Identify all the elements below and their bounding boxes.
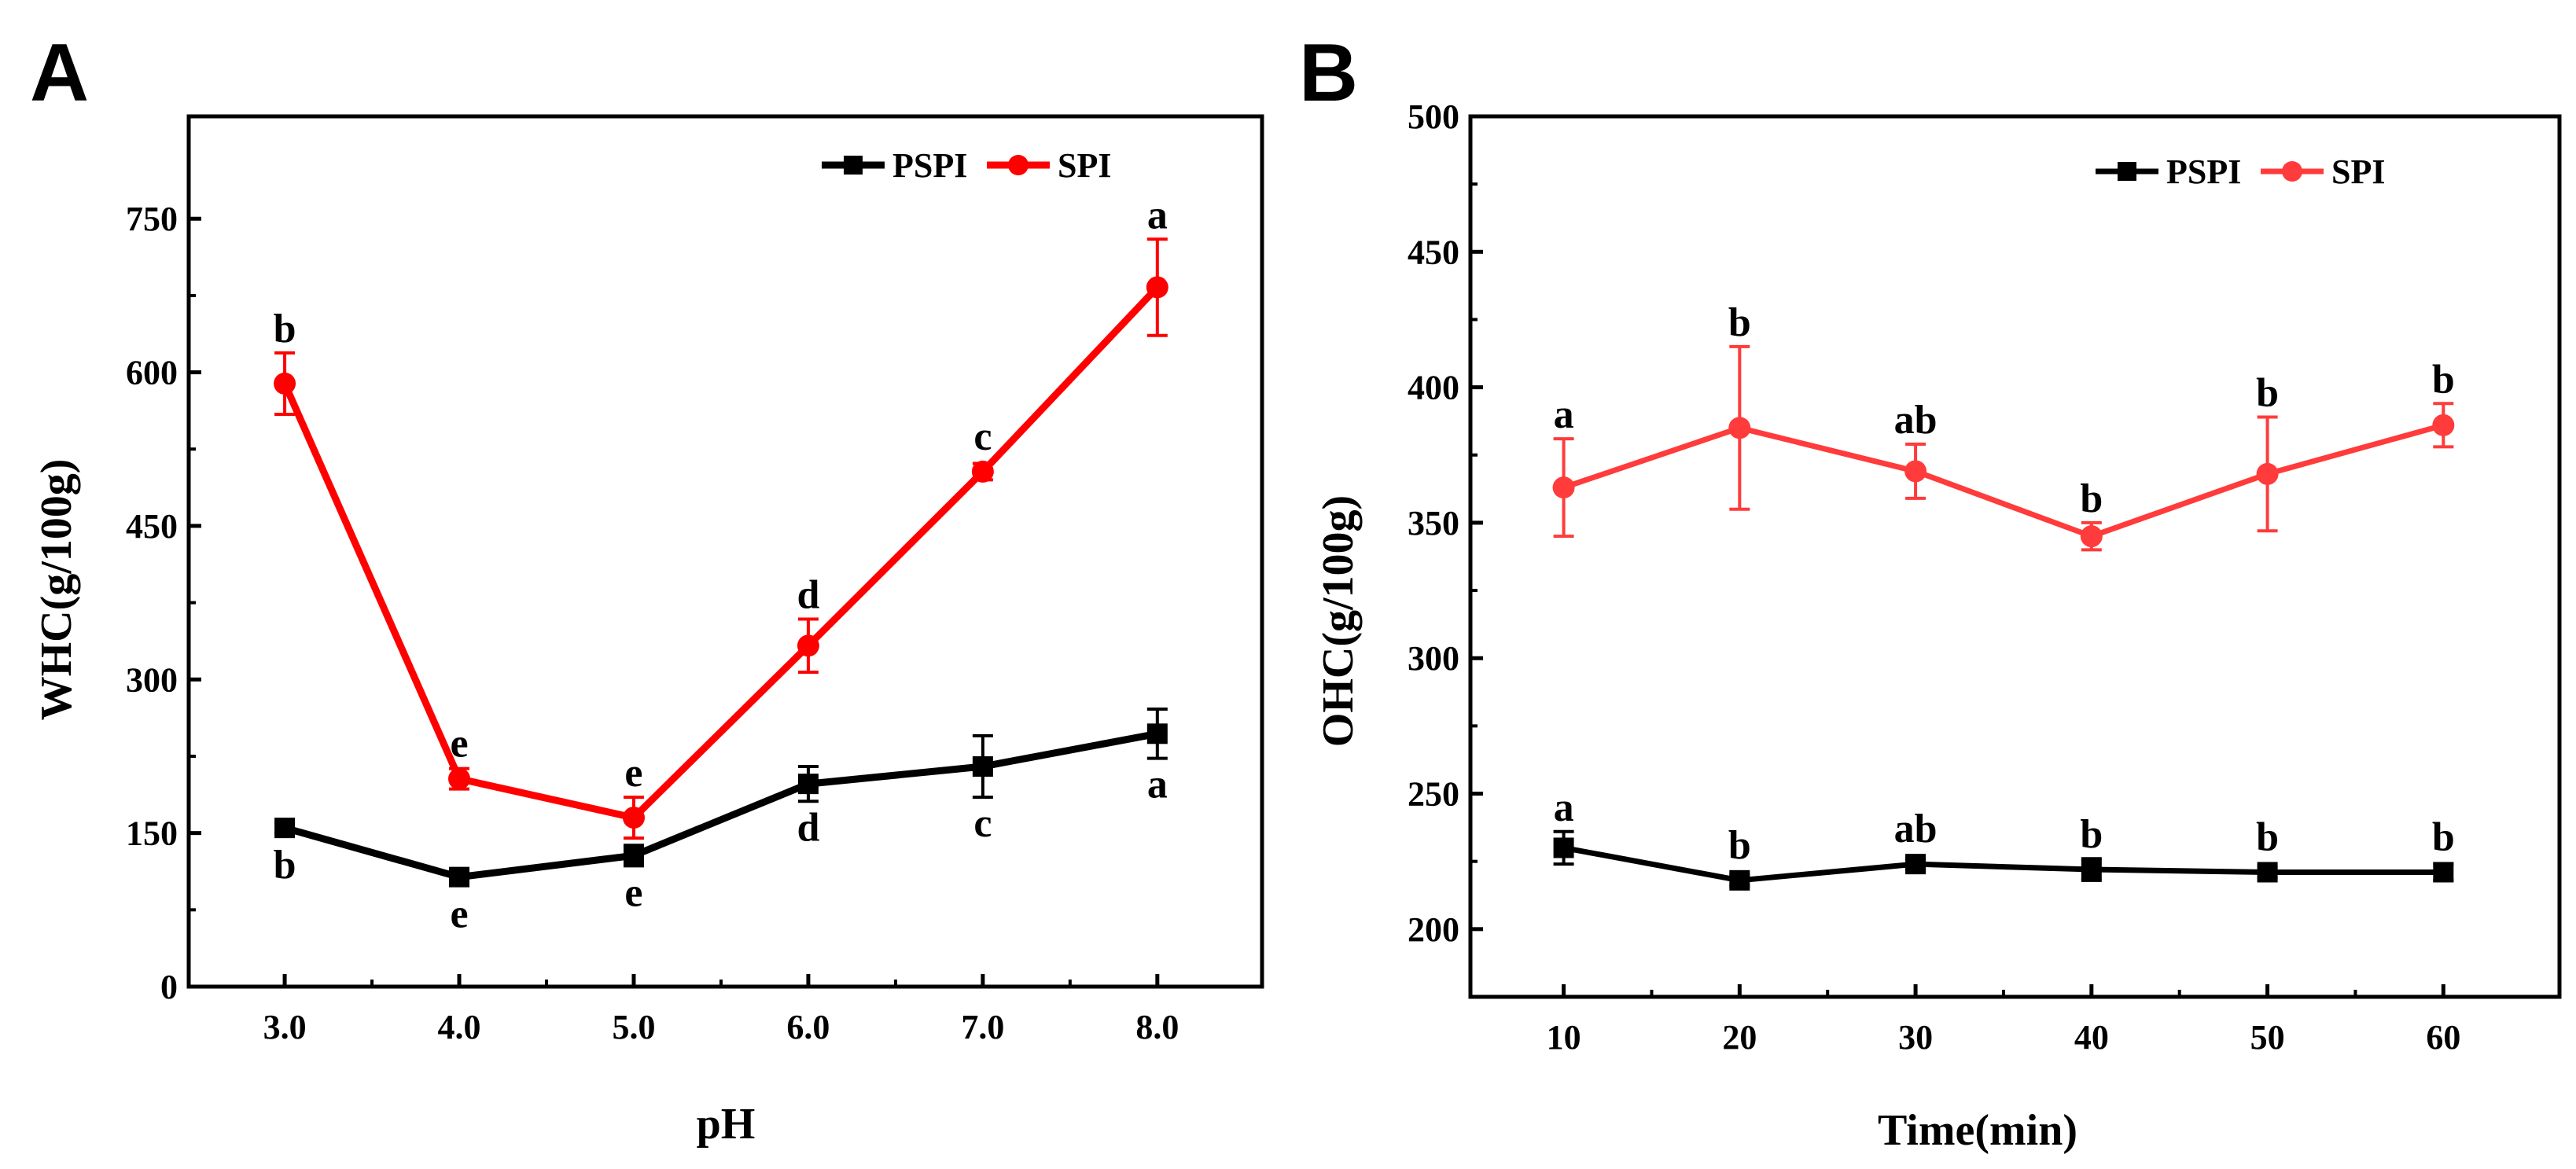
chart-a-pspi-sig-letter: b (274, 843, 296, 888)
chart-b-xtick-label: 20 (1722, 1018, 1757, 1057)
chart-b-pspi-point (1553, 837, 1574, 858)
chart-a-ytick-label: 450 (126, 507, 178, 546)
chart-a-legend-spi-label: SPI (1058, 146, 1111, 185)
chart-a-pspi-line (283, 730, 1158, 881)
chart-a-spi-sig-letter: a (1147, 193, 1168, 237)
chart-b-spi-point (1728, 417, 1751, 439)
chart-a-spi-point (274, 372, 296, 395)
chart-b-spi-point (1904, 460, 1927, 483)
chart-a-ytick-label: 750 (126, 200, 178, 238)
chart-b-xtick-label: 30 (1898, 1018, 1933, 1057)
chart-b-pspi-sig-letter: b (2256, 814, 2279, 859)
chart-b-pspi-point (1729, 869, 1750, 891)
chart-b-pspi-sig-letter: b (2432, 814, 2455, 859)
chart-b-ytick-label: 300 (1408, 639, 1459, 678)
chart-a-legend-spi-marker (1008, 155, 1029, 175)
chart-b-spi-point (2432, 414, 2455, 436)
chart-a-ytick-label: 0 (160, 968, 178, 1006)
chart-a-pspi-point (1146, 723, 1168, 744)
panel-label-b: B (1299, 28, 1358, 119)
chart-b-legend: PSPI SPI (2096, 153, 2385, 191)
chart-a-xtick-label: 5.0 (612, 1008, 655, 1046)
chart-b-pspi-point (2081, 859, 2102, 880)
chart-b-ytick-label: 400 (1408, 369, 1459, 407)
chart-a-spi-point (622, 807, 645, 829)
chart-b-xlabel: Time(min) (1878, 1106, 2077, 1155)
chart-a-pspi-point (623, 845, 644, 866)
chart-a-pspi-point (449, 866, 470, 888)
chart-a-ytick-label: 600 (126, 354, 178, 392)
chart-a-pspi-point (797, 774, 819, 795)
chart-a-spi-sig-letter: d (797, 572, 819, 617)
chart-b-xtick-label: 60 (2426, 1018, 2460, 1057)
chart-b-spi-point (1552, 476, 1575, 499)
panel-label-a: A (30, 28, 89, 119)
chart-a-pspi-point (972, 755, 993, 777)
chart-a-xtick-label: 6.0 (786, 1008, 830, 1046)
chart-b-pspi-point (1905, 854, 1926, 875)
chart-a-xlabel: pH (697, 1100, 756, 1149)
chart-a-ytick-label: 150 (126, 814, 178, 853)
chart-a-pspi-point (274, 818, 296, 839)
chart-b-spi-sig-letter: b (1728, 300, 1751, 345)
chart-a: 0 150 300 450 600 750 3.0 4.0 5.0 6.0 7.0 8.0 b e e d c a… (126, 114, 1264, 1046)
chart-a-pspi-sig-letter: d (797, 805, 819, 850)
chart-b-legend-pspi-marker (2118, 162, 2136, 181)
chart-b-ytick-label: 250 (1408, 775, 1459, 814)
chart-a-spi-point (448, 767, 471, 790)
chart-b-pspi-point (2257, 862, 2278, 883)
chart-a-spi-point (1146, 276, 1168, 299)
chart-a-pspi-sig-letter: c (973, 801, 992, 846)
chart-b-spi-sig-letter: b (2256, 371, 2279, 416)
chart-a-spi-line (281, 285, 1161, 822)
chart-a-spi-point (797, 634, 819, 657)
chart-b-spi-sig-letter: a (1554, 392, 1574, 437)
chart-a-xtick-label: 3.0 (263, 1008, 307, 1046)
chart-a-spi-point (971, 460, 994, 483)
chart-b-xtick-label: 40 (2074, 1018, 2109, 1057)
chart-a-pspi-sig-letter: e (624, 870, 642, 915)
chart-a-spi-sig-letter: e (450, 722, 468, 766)
chart-b-spi-sig-letter: ab (1894, 398, 1938, 443)
chart-b-spi-point (2080, 525, 2103, 548)
chart-a-legend-pspi-label: PSPI (892, 146, 967, 185)
chart-a-ylabel: WHC(g/100g) (32, 459, 81, 721)
chart-b-pspi-point (2433, 862, 2454, 883)
chart-b-spi-sig-letter: b (2432, 357, 2455, 402)
chart-b-xtick-label: 10 (1547, 1018, 1581, 1057)
chart-a-xtick-label: 8.0 (1135, 1008, 1179, 1046)
chart-b-pspi-sig-letter: ab (1894, 807, 1938, 851)
chart-b-ytick-label: 350 (1408, 504, 1459, 542)
chart-b-spi-point (2256, 462, 2279, 485)
chart-a-legend-pspi-marker (844, 156, 863, 175)
chart-b-legend-spi-marker (2282, 161, 2302, 182)
chart-b-legend-pspi-label: PSPI (2166, 153, 2241, 191)
chart-b-ytick-label: 500 (1408, 97, 1459, 136)
chart-a-xtick-label: 7.0 (961, 1008, 1004, 1046)
chart-b-pspi-sig-letter: b (2080, 812, 2103, 857)
chart-b-ytick-label: 200 (1408, 910, 1459, 949)
chart-a-ytick-label: 300 (126, 660, 178, 699)
chart-b-pspi-sig-letter: b (1728, 823, 1751, 868)
chart-a-spi-sig-letter: e (624, 751, 642, 796)
chart-b-pspi-line (1562, 845, 2444, 884)
chart-a-spi-sig-letter: b (274, 307, 296, 351)
chart-a-pspi-sig-letter: a (1147, 763, 1168, 807)
chart-b-spi-sig-letter: b (2080, 476, 2103, 521)
chart-b-ytick-label: 450 (1408, 233, 1459, 271)
chart-b-frame (1468, 114, 2562, 999)
chart-a-pspi-sig-letter: e (450, 892, 468, 937)
chart-b-xtick-label: 50 (2250, 1018, 2285, 1057)
chart-b-spi-line (1562, 422, 2445, 539)
chart-a-xtick-label: 4.0 (438, 1008, 481, 1046)
chart-a-frame (186, 114, 1264, 989)
chart-a-spi-sig-letter: c (973, 414, 992, 459)
chart-b-legend-spi-label: SPI (2331, 153, 2385, 191)
chart-a-legend: PSPI SPI (822, 146, 1111, 185)
chart-b-ylabel: OHC(g/100g) (1314, 495, 1363, 747)
chart-b-pspi-sig-letter: a (1554, 785, 1574, 830)
